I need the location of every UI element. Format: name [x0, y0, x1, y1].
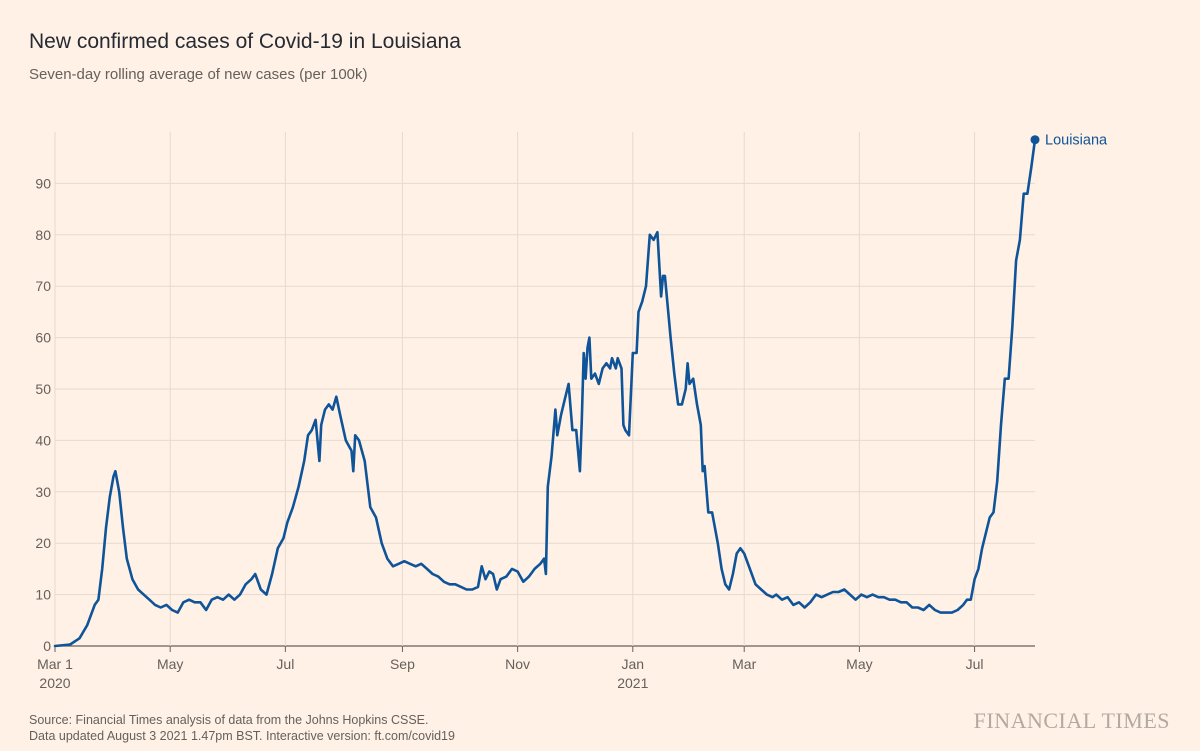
y-tick-label: 40: [35, 432, 51, 448]
series-group: Louisiana: [53, 133, 1108, 648]
y-tick-label: 50: [35, 381, 51, 397]
y-axis-ticks: 0 10 20 30 40 50 60 70 80 90: [35, 175, 51, 654]
x-tick-label: Mar 1: [37, 656, 73, 672]
x-tick-label: May: [846, 656, 872, 672]
source-line-1: Source: Financial Times analysis of data…: [29, 713, 429, 727]
y-tick-label: 0: [43, 638, 51, 654]
brand-logo: FINANCIAL TIMES: [973, 708, 1170, 733]
y-tick-label: 20: [35, 535, 51, 551]
chart-title: New confirmed cases of Covid-19 in Louis…: [29, 30, 461, 53]
source-line-2: Data updated August 3 2021 1.47pm BST. I…: [29, 729, 455, 743]
x-tick-label: Mar: [732, 656, 756, 672]
x-tick-year-label: 2020: [39, 675, 70, 691]
y-tick-label: 80: [35, 227, 51, 243]
x-tick-year-label: 2021: [617, 675, 648, 691]
series-line: [53, 138, 1037, 648]
source-note: Source: Financial Times analysis of data…: [29, 712, 455, 744]
series-label: Louisiana: [1045, 133, 1108, 149]
x-tick-label: May: [157, 656, 183, 672]
x-axis-ticks: Mar 1 2020 May Jul Sep Nov Jan 2021 Mar May Jul: [37, 646, 984, 691]
y-tick-label: 60: [35, 330, 51, 346]
x-tick-label: Jul: [966, 656, 984, 672]
y-tick-label: 70: [35, 278, 51, 294]
series-end-marker: [1030, 135, 1040, 145]
y-tick-label: 10: [35, 587, 51, 603]
x-tick-label: Jul: [276, 656, 294, 672]
y-tick-label: 90: [35, 175, 51, 191]
x-tick-label: Jan: [622, 656, 645, 672]
x-tick-label: Sep: [390, 656, 415, 672]
chart-subtitle: Seven-day rolling average of new cases (…: [29, 66, 368, 83]
x-tick-label: Nov: [505, 656, 530, 672]
y-tick-label: 30: [35, 484, 51, 500]
